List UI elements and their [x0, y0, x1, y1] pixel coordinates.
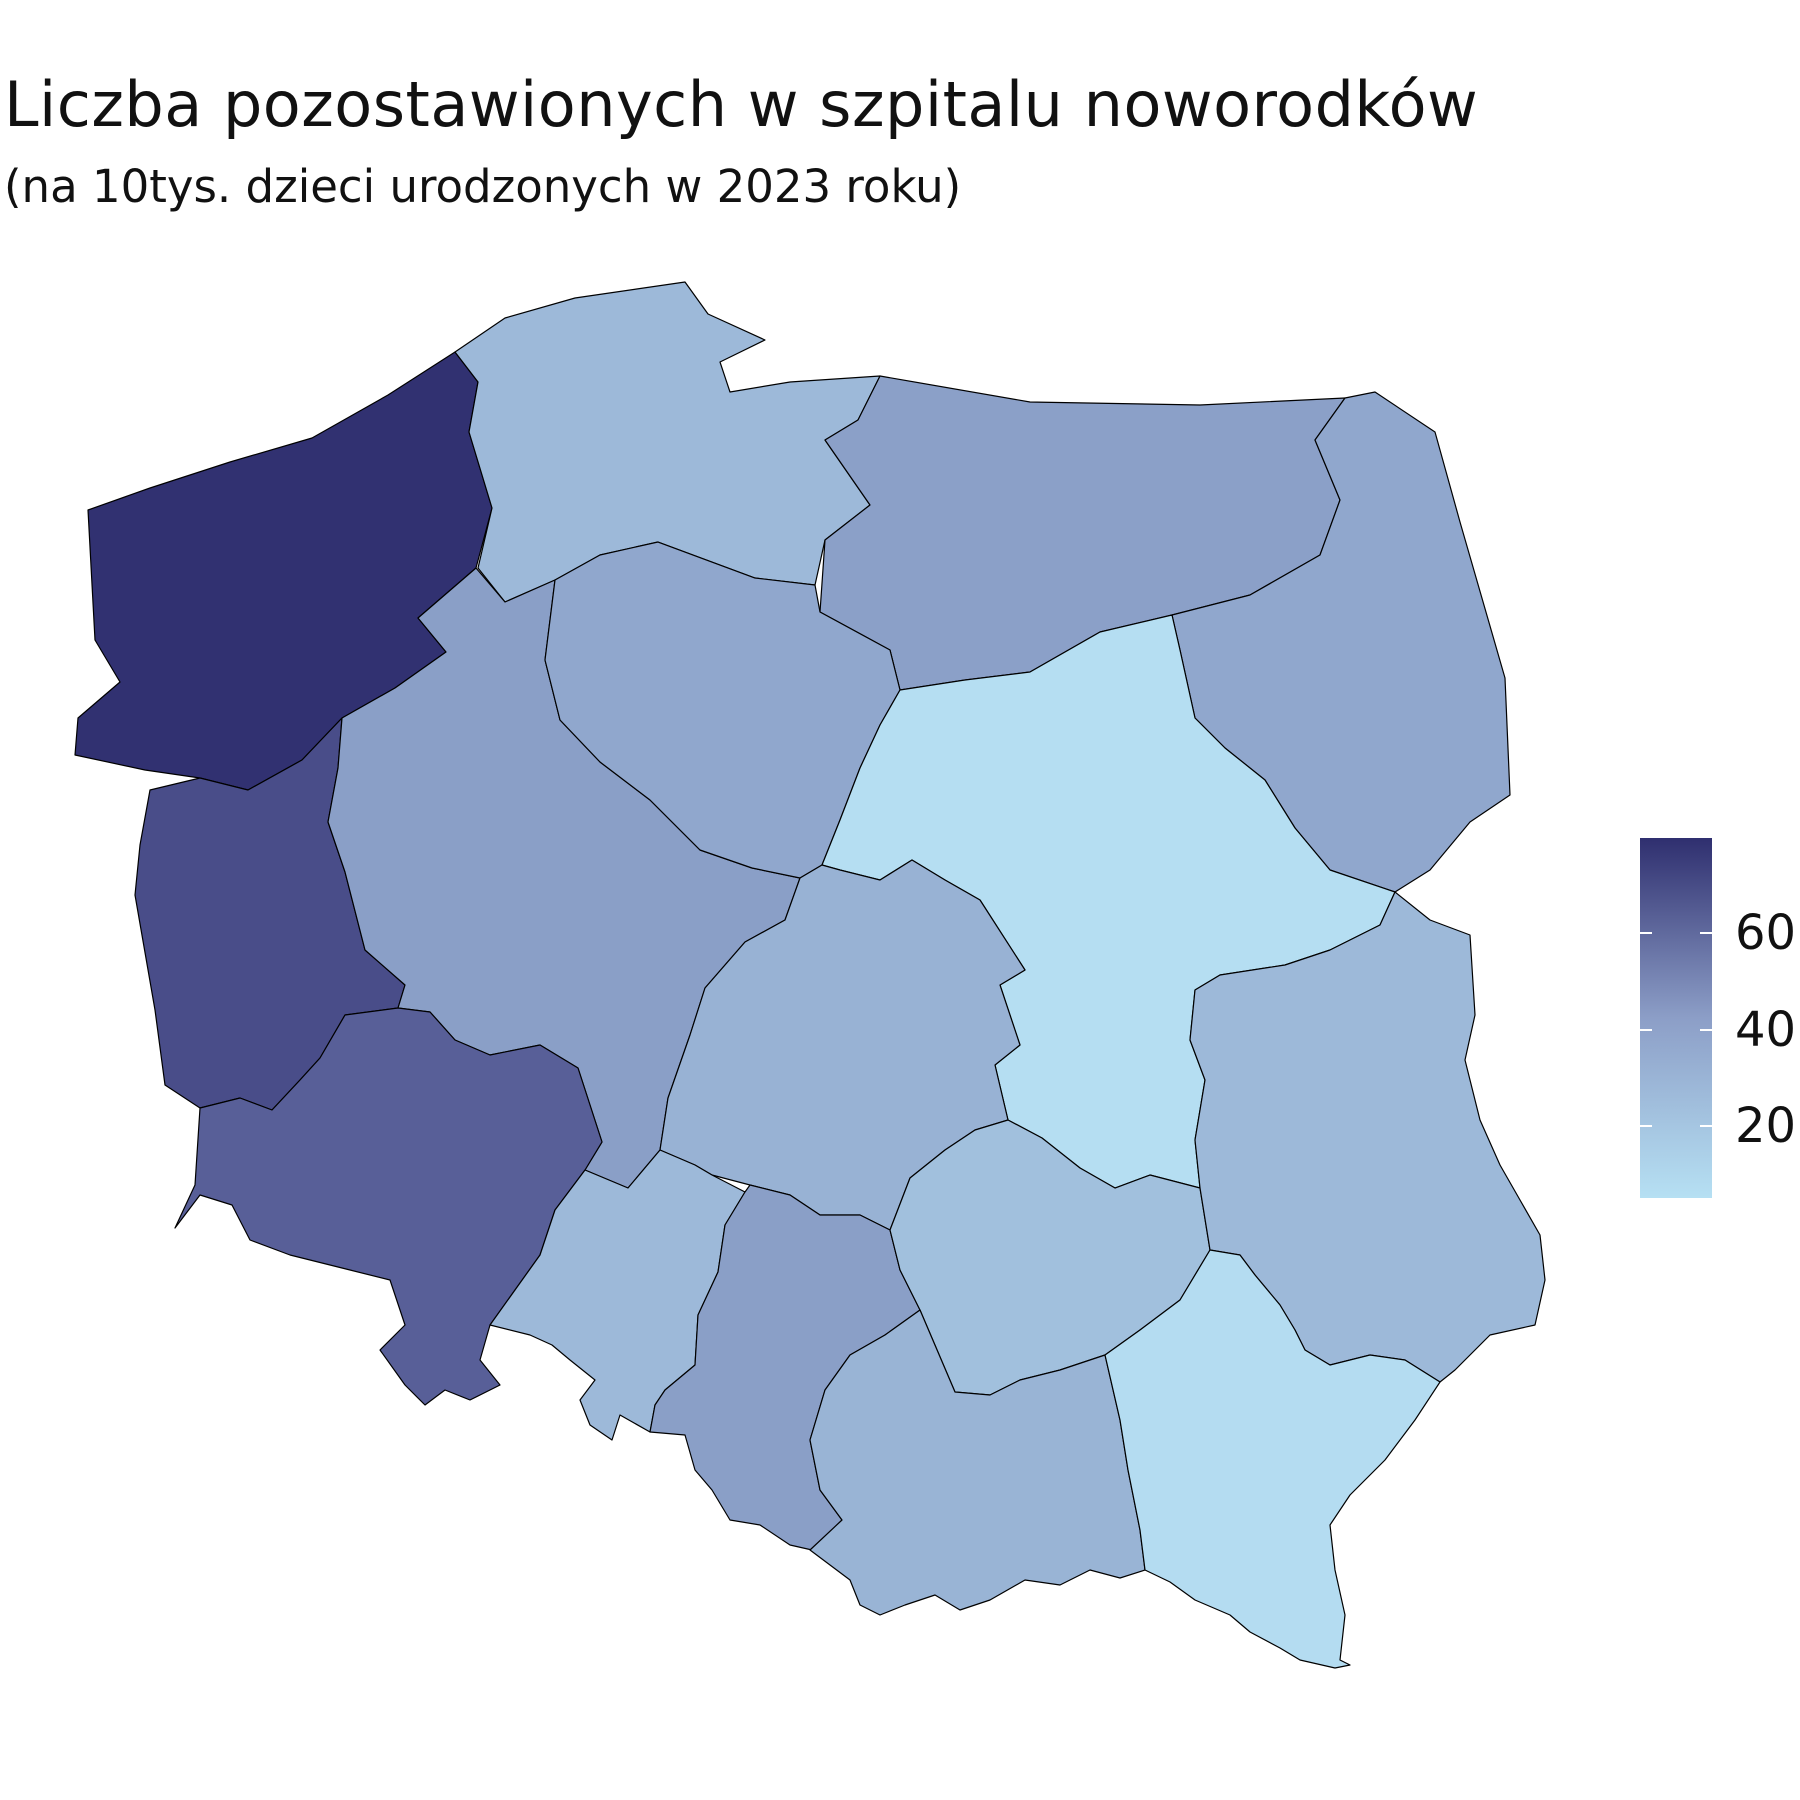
- legend-tick-label: 40: [1735, 1002, 1797, 1058]
- region-opolskie: [489, 1149, 746, 1441]
- region-podkarpackie: [1104, 1249, 1441, 1669]
- map-title: Liczba pozostawionych w szpitalu noworod…: [4, 68, 1479, 141]
- legend-tick-label: 20: [1735, 1098, 1797, 1154]
- map-subtitle: (na 10tys. dzieci urodzonych w 2023 roku…: [4, 160, 962, 213]
- legend-color-bar: [1640, 838, 1712, 1198]
- legend-tick-label: 60: [1735, 905, 1797, 961]
- color-scale-legend: 60 40 20: [1640, 838, 1796, 1202]
